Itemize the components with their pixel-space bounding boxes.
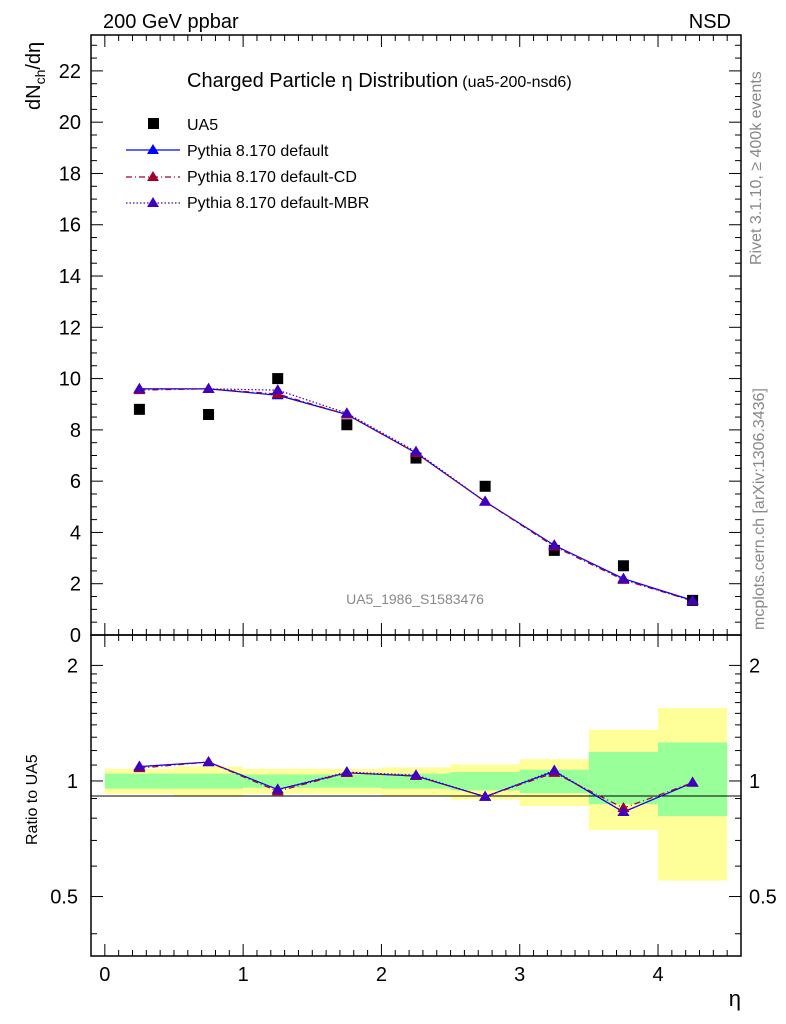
ratio-series-marker-2 [202, 756, 215, 767]
ratio-series-marker-2 [410, 769, 422, 780]
ratio-x-tick-labels: 0 1 2 3 4 [99, 964, 663, 986]
ylabel-main: dN [23, 84, 45, 110]
ratio-y-tick-label: 1 [67, 771, 78, 793]
ratio-y-tick-label-right: 2 [749, 655, 760, 677]
main-y-tick-label: 8 [70, 420, 81, 442]
ratio-y-tick-label: 0.5 [50, 887, 78, 909]
ratio-band-stat [381, 773, 451, 789]
ylabel-sub: ch [32, 70, 48, 85]
x-tick-label: 3 [514, 964, 525, 986]
data-point-ua5 [341, 419, 353, 431]
main-series-marker-3 [271, 384, 284, 395]
chart-title: Charged Particle η Distribution (ua5-200-… [187, 70, 572, 92]
main-series-marker-3 [479, 495, 492, 506]
data-point-ua5 [479, 480, 491, 492]
main-series-marker-3 [202, 382, 215, 393]
legend-label-cd: Pythia 8.170 default-CD [187, 169, 357, 186]
main-y-axis-label: dNch/dη [23, 42, 48, 110]
ratio-series-marker-2 [271, 783, 284, 794]
main-series-line-1 [139, 388, 693, 601]
data-point-ua5 [133, 403, 145, 415]
data-point-ua5 [272, 373, 284, 385]
legend-label-mbr: Pythia 8.170 default-MBR [187, 195, 369, 212]
main-series-marker-3 [410, 445, 422, 456]
x-tick-label: 0 [99, 964, 110, 986]
main-y-tick-label: 20 [59, 112, 81, 134]
data-point-ua5 [410, 452, 422, 464]
ratio-frame [90, 634, 742, 957]
ratio-y-tick-label-right: 1 [749, 771, 760, 793]
ratio-band-stat [519, 769, 589, 794]
legend-label-default: Pythia 8.170 default [187, 143, 329, 160]
ylabel-tail: /dη [23, 42, 45, 70]
ratio-series-marker-2 [340, 766, 353, 777]
ratio-series-marker-2 [617, 806, 630, 817]
legend-label-ua5: UA5 [187, 117, 218, 134]
main-series-marker-3 [686, 594, 699, 605]
data-point-ua5 [617, 560, 629, 572]
ratio-band-stat [450, 772, 520, 791]
data-point-ua5 [203, 408, 215, 420]
main-series-line-3 [139, 388, 693, 602]
ratio-series-line-1 [139, 761, 693, 809]
analysis-watermark: UA5_1986_S1583476 [346, 591, 484, 607]
ratio-series [133, 756, 699, 817]
header-right: NSD [689, 11, 731, 33]
main-panel: 0 2 4 6 8 10 12 14 16 18 20 22 Charged Particle η D… [23, 34, 742, 647]
main-series-marker-3 [340, 407, 353, 418]
legend-marker-default [147, 144, 159, 154]
main-axis-ticks [91, 35, 741, 636]
main-series-marker-3 [617, 573, 630, 584]
ratio-panel: 0.5 0.5 1 1 2 2 0 1 2 3 4 Ratio to UA5 η [24, 634, 777, 1011]
main-series-marker-3 [548, 539, 561, 550]
main-y-tick-label: 2 [70, 574, 81, 596]
ratio-band-stat [588, 751, 659, 805]
ratio-band-stat [173, 773, 244, 789]
main-series [133, 373, 699, 606]
legend-marker-ua5 [148, 118, 159, 129]
main-y-tick-label: 6 [70, 471, 81, 493]
main-y-tick-label: 16 [59, 215, 81, 237]
main-y-tick-labels: 0 2 4 6 8 10 12 14 16 18 20 22 [59, 61, 81, 647]
chart-title-tag: (ua5-200-nsd6) [462, 74, 571, 91]
main-y-tick-label: 10 [59, 369, 81, 391]
ratio-axis-ticks [91, 635, 741, 956]
x-tick-label: 4 [652, 964, 663, 986]
x-axis-label: η [729, 986, 741, 1011]
chart-title-text: Charged Particle η Distribution [187, 70, 458, 92]
legend: UA5 Pythia 8.170 default Pythia 8.170 de… [126, 117, 369, 212]
ratio-uncertainty-bands [104, 707, 728, 881]
ratio-band-stat [243, 774, 313, 788]
legend-marker-mbr [147, 197, 159, 207]
ratio-y-tick-labels: 0.5 0.5 1 1 2 2 [50, 655, 777, 908]
x-tick-label: 2 [376, 964, 387, 986]
main-y-tick-label: 0 [70, 625, 81, 647]
ratio-series-marker-2 [686, 776, 699, 787]
ratio-y-tick-label-right: 0.5 [749, 887, 777, 909]
ratio-series-marker-2 [133, 760, 146, 771]
ratio-band-stat [104, 773, 174, 789]
x-tick-label: 1 [238, 964, 249, 986]
main-y-tick-label: 12 [59, 317, 81, 339]
main-y-tick-label: 18 [59, 163, 81, 185]
legend-marker-cd [147, 171, 159, 181]
main-series-line-2 [139, 388, 693, 602]
main-y-tick-label: 22 [59, 61, 81, 83]
mcplots-label: mcplots.cern.ch [arXiv:1306.3436] [751, 388, 768, 630]
rivet-version-label: Rivet 3.1.10, ≥ 400k events [748, 71, 765, 265]
ratio-series-marker-2 [548, 764, 561, 775]
main-series-marker-3 [133, 382, 146, 393]
main-y-tick-label: 14 [59, 266, 81, 288]
ratio-series-marker-2 [479, 790, 492, 801]
ratio-y-tick-label: 2 [67, 655, 78, 677]
ratio-y-axis-label: Ratio to UA5 [24, 754, 41, 845]
main-y-tick-label: 4 [70, 522, 81, 544]
header-left: 200 GeV ppbar [103, 11, 239, 33]
